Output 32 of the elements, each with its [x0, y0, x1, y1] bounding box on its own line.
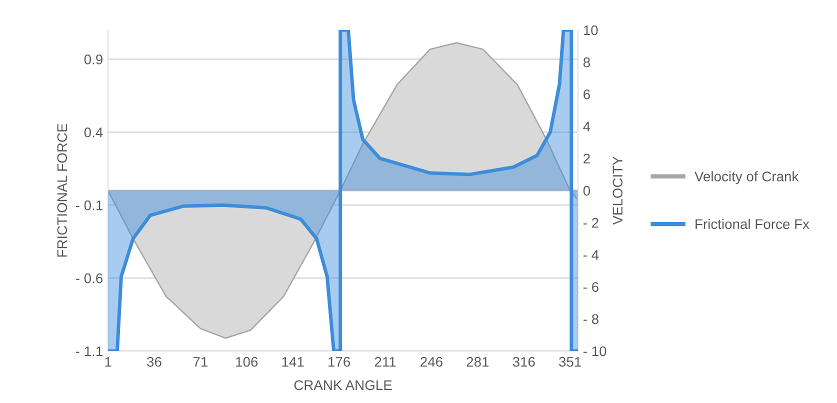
y2-tick-label: - 2 — [583, 218, 598, 228]
y2-tick-label: 2 — [584, 154, 590, 164]
y2-axis-title: VELOCITY — [612, 156, 623, 225]
y2-tick-label: 10 — [584, 25, 598, 36]
y2-tick-label: 0 — [583, 186, 590, 196]
x-tick-label: 141 — [282, 357, 304, 367]
y2-tick-label: - 6 — [583, 282, 598, 292]
y2-tick-label: - 8 — [583, 314, 598, 324]
y2-tick-label: 4 — [583, 122, 590, 132]
legend-label: Velocity of Crank — [694, 171, 799, 184]
x-tick-label: 36 — [147, 356, 162, 367]
y-tick-label: - 1.1 — [76, 346, 102, 356]
x-tick-label: 1 — [105, 357, 112, 367]
x-tick-label: 316 — [512, 356, 535, 367]
legend-label: Frictional Force Fx — [696, 218, 810, 230]
y2-tick-label: - 4 — [583, 250, 599, 260]
x-tick-label: 106 — [236, 356, 258, 367]
y-tick-label: 0.9 — [84, 54, 102, 64]
y-tick-label: - 0.1 — [76, 200, 102, 210]
y-axis-title: FRICTIONAL FORCE — [57, 124, 68, 257]
x-tick-label: 176 — [328, 356, 350, 367]
x-axis-title: CRANK ANGLE — [294, 380, 392, 390]
x-tick-label: 246 — [420, 356, 442, 367]
x-tick-label: 281 — [466, 356, 489, 367]
x-tick-label: 211 — [374, 356, 396, 367]
x-tick-label: 71 — [193, 357, 208, 367]
y2-tick-label: 8 — [583, 57, 590, 68]
y-tick-label: 0.4 — [84, 127, 103, 138]
x-tick-label: 351 — [559, 356, 581, 367]
y2-tick-label: 6 — [584, 90, 590, 100]
y-tick-label: - 0.6 — [76, 273, 103, 284]
y2-tick-label: - 10 — [583, 346, 606, 356]
